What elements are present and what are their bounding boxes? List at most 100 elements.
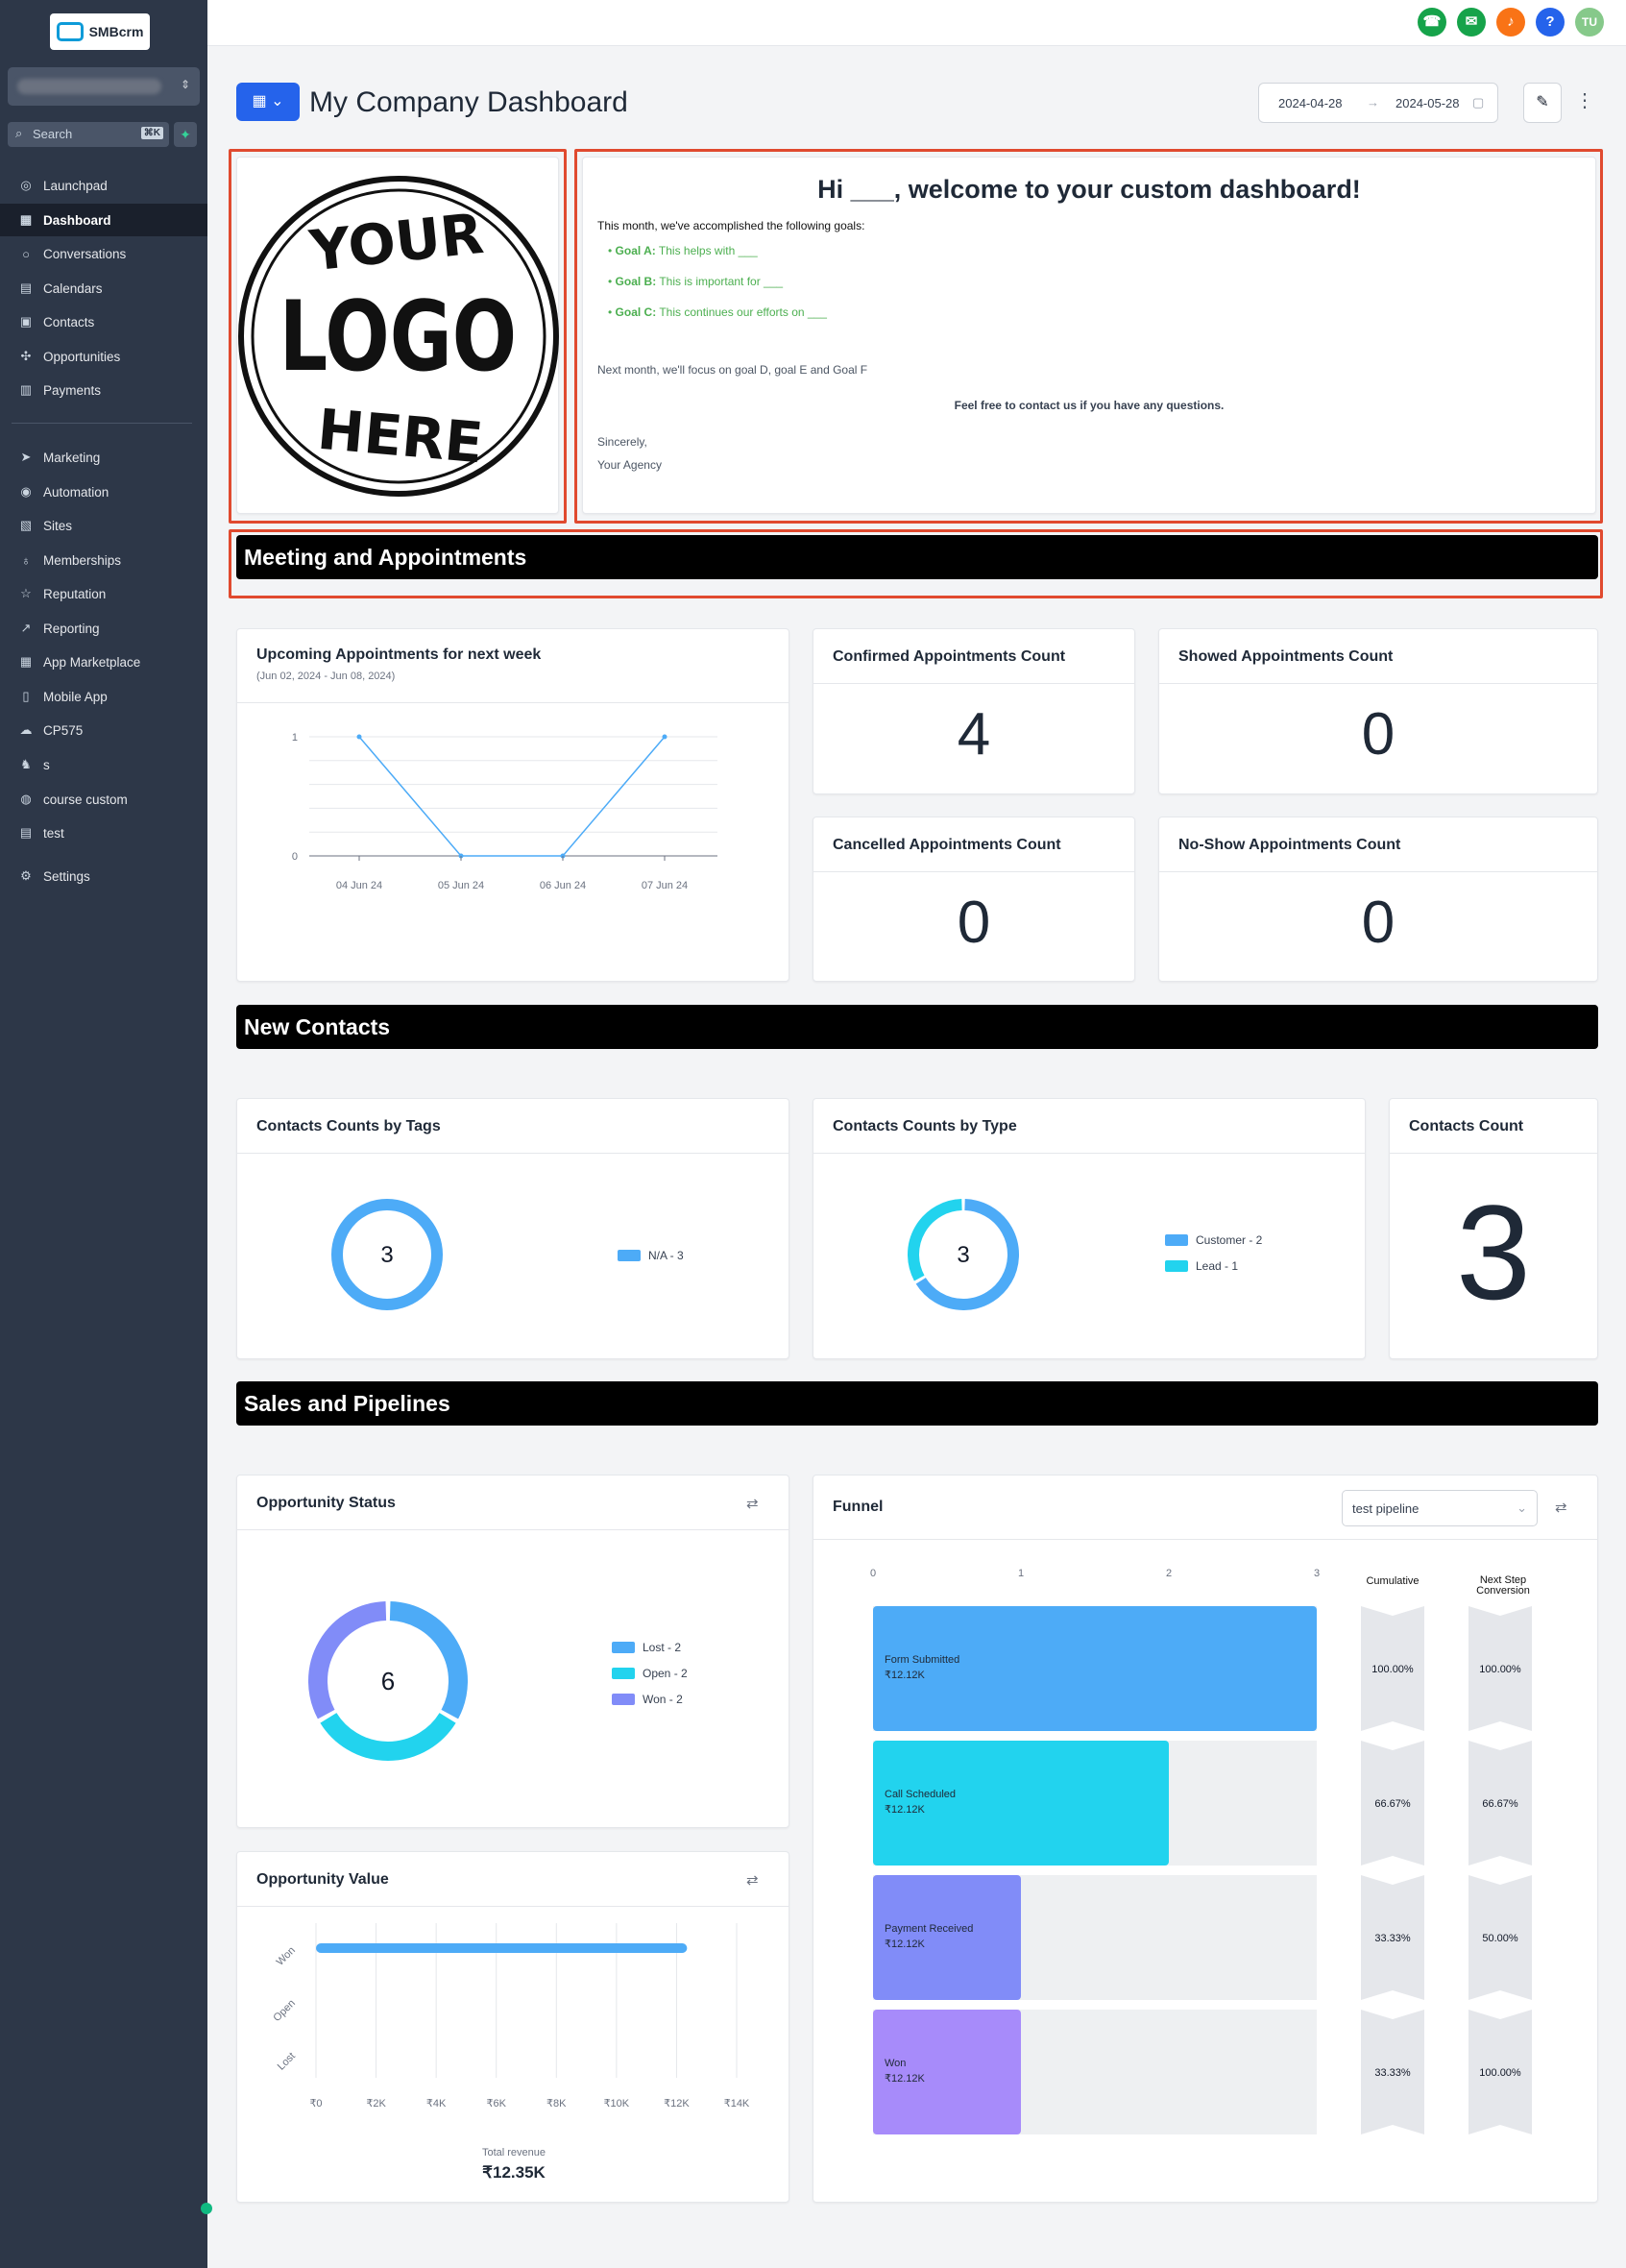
y-tick-label: Lost <box>276 2050 298 2072</box>
filter-icon[interactable]: ⇄ <box>746 1872 759 1889</box>
dashboard-switcher-button[interactable]: ▦ ⌄ <box>236 83 300 121</box>
cancelled-count: 0 <box>957 890 991 956</box>
quick-action-icon[interactable]: ✦ <box>174 122 197 147</box>
legend-item: Lost - 2 <box>612 1641 681 1654</box>
sidebar-item-opportunities[interactable]: ✣ Opportunities <box>0 340 207 373</box>
sidebar-item-reputation[interactable]: ☆ Reputation <box>0 577 207 610</box>
upcoming-appointments-card: Upcoming Appointments for next week (Jun… <box>236 628 789 982</box>
filter-icon[interactable]: ⇄ <box>1555 1500 1567 1516</box>
pencil-icon: ✎ <box>1536 94 1549 110</box>
donut-slice <box>389 1601 468 1719</box>
donut-slice <box>908 1199 962 1281</box>
legend-label: Lead - 1 <box>1196 1259 1239 1273</box>
sidebar-item-dashboard[interactable]: ▦ Dashboard <box>0 204 207 236</box>
funnel-chevron <box>1361 2010 1424 2134</box>
goal-text: This helps with ___ <box>658 244 758 257</box>
data-point <box>356 734 362 740</box>
goal-item: • Goal C: This continues our efforts on … <box>608 305 827 319</box>
sidebar-item-reporting[interactable]: ↗ Reporting <box>0 612 207 645</box>
contacts-tags-title: Contacts Counts by Tags <box>256 1118 441 1134</box>
sidebar-item-s[interactable]: ♞ s <box>0 748 207 781</box>
chat-icon: ○ <box>22 246 30 261</box>
brand-logo[interactable]: SMBcrm <box>50 13 150 50</box>
payments-icon: ▥ <box>19 382 33 397</box>
avatar[interactable]: TU <box>1575 8 1604 37</box>
sidebar-item-course-custom[interactable]: ◍ course custom <box>0 783 207 816</box>
funnel-stage-value: ₹12.12K <box>885 1804 926 1816</box>
donut-center-total: 3 <box>957 1242 969 1268</box>
divider <box>237 1906 789 1907</box>
sidebar-item-marketing[interactable]: ➤ Marketing <box>0 441 207 474</box>
funnel-chevron <box>1468 1875 1532 2000</box>
funnel-stage-value: ₹12.12K <box>885 2073 926 2085</box>
sidebar-item-automation[interactable]: ◉ Automation <box>0 476 207 508</box>
sidebar-item-label: Dashboard <box>43 212 111 228</box>
goal-label: Goal B: <box>615 275 657 288</box>
brand-name: SMBcrm <box>88 24 144 39</box>
goal-item: • Goal A: This helps with ___ <box>608 244 758 257</box>
arrow-right-icon: → <box>1367 95 1379 110</box>
more-options-icon[interactable]: ⋮ <box>1575 90 1594 111</box>
sidebar-item-sites[interactable]: ▧ Sites <box>0 509 207 542</box>
sidebar-item-calendars[interactable]: ▤ Calendars <box>0 272 207 305</box>
pipeline-select[interactable]: test pipeline ⌄ <box>1342 1490 1538 1526</box>
funnel-cumulative-value: 66.67% <box>1374 1798 1411 1810</box>
sidebar-item-mobile-app[interactable]: ▯ Mobile App <box>0 680 207 713</box>
opportunity-status-title: Opportunity Status <box>256 1495 396 1511</box>
welcome-agency: Your Agency <box>597 458 662 472</box>
sidebar-item-label: Calendars <box>43 280 103 296</box>
legend-swatch <box>612 1694 635 1705</box>
search-input[interactable]: ⌕ Search ⌘K <box>8 122 169 147</box>
sidebar-divider <box>12 423 192 424</box>
sidebar-item-memberships[interactable]: ♁ Memberships <box>0 544 207 576</box>
announcement-icon[interactable]: ✉ <box>1457 8 1486 37</box>
funnel-chevron <box>1361 1741 1424 1866</box>
chevron-updown-icon: ⇕ <box>180 78 190 91</box>
sidebar-item-payments[interactable]: ▥ Payments <box>0 374 207 406</box>
edit-dashboard-button[interactable]: ✎ <box>1523 83 1562 123</box>
bell-icon[interactable]: ♪ <box>1496 8 1525 37</box>
funnel-title: Funnel <box>833 1499 884 1515</box>
sidebar-item-label: Marketing <box>43 450 101 465</box>
calendar-icon: ▤ <box>19 280 33 295</box>
legend-swatch <box>1165 1260 1188 1272</box>
x-tick-label: ₹0 <box>309 2098 322 2109</box>
data-point <box>662 734 667 740</box>
sidebar-item-launchpad[interactable]: ◎ Launchpad <box>0 169 207 202</box>
sidebar-item-app-marketplace[interactable]: ▦ App Marketplace <box>0 646 207 678</box>
logo-widget: YOUR LOGO HERE <box>236 157 559 514</box>
funnel-chevron <box>1468 2010 1532 2134</box>
your-logo-here-image: YOUR LOGO HERE <box>238 176 559 497</box>
date-range-picker[interactable]: 2024-04-28 → 2024-05-28 ▢ <box>1258 83 1498 123</box>
sidebar-item-label: Reputation <box>43 586 107 601</box>
sidebar-item-settings[interactable]: ⚙ Settings <box>0 860 207 892</box>
search-placeholder: Search <box>33 127 73 141</box>
contacts-count-title: Contacts Count <box>1409 1118 1524 1134</box>
phone-icon[interactable]: ☎ <box>1418 8 1446 37</box>
sidebar-item-contacts[interactable]: ▣ Contacts <box>0 305 207 338</box>
funnel-chevron <box>1361 1606 1424 1731</box>
cumulative-header: Cumulative <box>1366 1575 1420 1587</box>
funnel-cumulative-value: 33.33% <box>1374 2067 1411 2079</box>
award-icon: ♁ <box>21 552 31 568</box>
gear-icon: ⚙ <box>20 868 32 883</box>
account-switcher[interactable]: ⇕ <box>8 67 200 106</box>
funnel-next-value: 100.00% <box>1479 2067 1521 2079</box>
sidebar-item-label: Payments <box>43 382 102 398</box>
opportunity-status-donut: 6 <box>308 1601 468 1761</box>
legend-item: Won - 2 <box>612 1693 683 1706</box>
highlight-box-logo <box>229 149 567 524</box>
funnel-stage-name: Form Submitted <box>885 1654 959 1666</box>
status-dot <box>201 2203 212 2214</box>
help-icon[interactable]: ? <box>1536 8 1565 37</box>
funnel-card: Funnel test pipeline ⌄ ⇄ Cumulative Next … <box>813 1475 1598 2203</box>
send-icon: ➤ <box>20 450 32 464</box>
sidebar-item-conversations[interactable]: ○ Conversations <box>0 237 207 270</box>
sidebar-item-test[interactable]: ▤ test <box>0 817 207 849</box>
tags-donut-chart: 3 <box>331 1199 443 1310</box>
welcome-heading: Hi ___, welcome to your custom dashboard… <box>817 175 1361 204</box>
sidebar-item-label: Sites <box>43 518 73 533</box>
sidebar-item-cp575[interactable]: ☁ CP575 <box>0 714 207 746</box>
filter-icon[interactable]: ⇄ <box>746 1496 759 1512</box>
legend-swatch <box>612 1642 635 1653</box>
